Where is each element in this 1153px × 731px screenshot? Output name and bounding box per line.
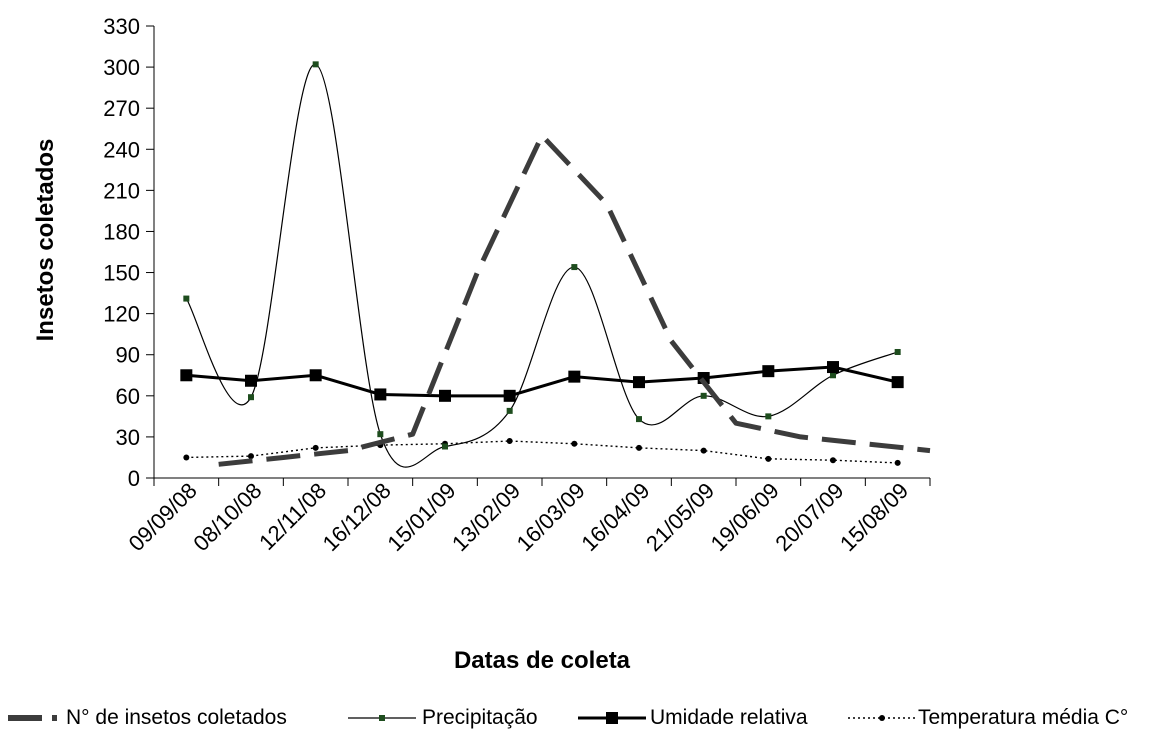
point-umidade xyxy=(309,369,322,382)
point-temperatura xyxy=(894,459,901,466)
legend-item-umidade: Umidade relativa xyxy=(576,704,808,731)
x-axis-title: Datas de coleta xyxy=(454,647,631,674)
x-ticks: 09/09/0808/10/0812/11/0816/12/0815/01/09… xyxy=(124,478,931,556)
point-precipitacao xyxy=(765,413,772,420)
point-temperatura xyxy=(571,440,578,447)
chart: 0 30 60 90 120 150 180 210 240 270 300 330 09/09/08… xyxy=(32,14,931,674)
point-umidade xyxy=(439,389,451,402)
legend-swatch-insetos xyxy=(8,715,57,721)
legend-swatch-temperatura xyxy=(848,715,916,721)
series-line-umidade xyxy=(186,365,899,398)
series-line-precipitacao xyxy=(185,63,898,468)
point-umidade xyxy=(827,361,839,374)
legend-label-precipitacao: Precipitação xyxy=(422,705,538,729)
series-line-insetos xyxy=(218,133,931,467)
x-tick-label: 20/07/09 xyxy=(770,478,848,556)
legend-swatch-umidade xyxy=(578,712,646,724)
y-tick-label: 0 xyxy=(128,466,140,491)
legend-item-insetos: N° de insetos coletados xyxy=(8,704,287,731)
point-precipitacao xyxy=(636,416,642,423)
point-umidade xyxy=(180,369,193,382)
point-precipitacao xyxy=(700,392,707,399)
y-tick-label: 240 xyxy=(103,137,140,162)
point-temperatura xyxy=(636,444,642,451)
y-tick-label: 180 xyxy=(103,219,140,244)
x-tick-label: 12/11/08 xyxy=(254,478,331,555)
point-umidade xyxy=(568,370,581,383)
legend-item-temperatura: Temperatura média C° xyxy=(848,704,1128,731)
x-tick-label: 19/06/09 xyxy=(706,478,784,556)
point-precipitacao xyxy=(506,407,513,414)
y-tick-label: 270 xyxy=(103,96,140,121)
x-tick-label: 16/03/09 xyxy=(512,478,590,556)
axes xyxy=(153,26,930,479)
x-tick-label: 15/08/09 xyxy=(835,478,913,556)
x-tick-label: 16/04/09 xyxy=(576,478,654,556)
x-tick-label: 15/01/09 xyxy=(382,478,460,556)
point-precipitacao xyxy=(442,443,448,450)
point-temperatura xyxy=(312,444,319,451)
point-precipitacao xyxy=(377,431,384,438)
legend: N° de insetos coletados Precipitação Umi… xyxy=(0,704,1153,731)
point-precipitacao xyxy=(830,372,836,379)
x-tick-label: 13/02/09 xyxy=(447,478,525,556)
point-precipitacao xyxy=(894,348,901,355)
y-tick-label: 30 xyxy=(116,425,140,450)
y-tick-label: 150 xyxy=(103,261,140,286)
y-tick-label: 90 xyxy=(116,343,140,368)
point-umidade xyxy=(762,365,775,378)
legend-label-umidade: Umidade relativa xyxy=(650,705,808,729)
point-precipitacao xyxy=(312,61,319,68)
point-precipitacao xyxy=(183,295,190,302)
point-precipitacao xyxy=(248,394,254,401)
legend-swatch-precipitacao xyxy=(348,715,416,721)
y-axis-title: Insetos coletados xyxy=(32,139,59,342)
point-umidade xyxy=(503,389,516,402)
series-layer xyxy=(180,61,931,468)
point-umidade xyxy=(245,374,257,387)
y-tick-label: 330 xyxy=(103,14,140,39)
legend-label-insetos: N° de insetos coletados xyxy=(66,705,287,729)
point-precipitacao xyxy=(571,264,578,271)
y-tick-label: 210 xyxy=(103,178,140,203)
point-temperatura xyxy=(506,438,513,445)
point-temperatura xyxy=(830,457,836,464)
point-temperatura xyxy=(765,455,772,462)
x-tick-label: 21/05/09 xyxy=(641,478,719,556)
legend-item-precipitacao: Precipitação xyxy=(346,704,538,731)
y-tick-label: 300 xyxy=(103,55,140,80)
point-umidade xyxy=(633,376,645,389)
point-temperatura xyxy=(700,447,707,454)
series-line-temperatura xyxy=(186,440,898,464)
y-tick-label: 60 xyxy=(116,384,140,409)
x-tick-label: 16/12/08 xyxy=(318,478,396,556)
y-ticks: 0 30 60 90 120 150 180 210 240 270 300 330 xyxy=(103,14,154,491)
point-umidade xyxy=(891,376,904,389)
y-tick-label: 120 xyxy=(103,302,140,327)
legend-label-temperatura: Temperatura média C° xyxy=(918,705,1129,729)
point-temperatura xyxy=(248,453,254,460)
x-tick-label: 08/10/08 xyxy=(188,478,266,556)
point-temperatura xyxy=(183,454,190,461)
point-umidade xyxy=(374,388,387,401)
